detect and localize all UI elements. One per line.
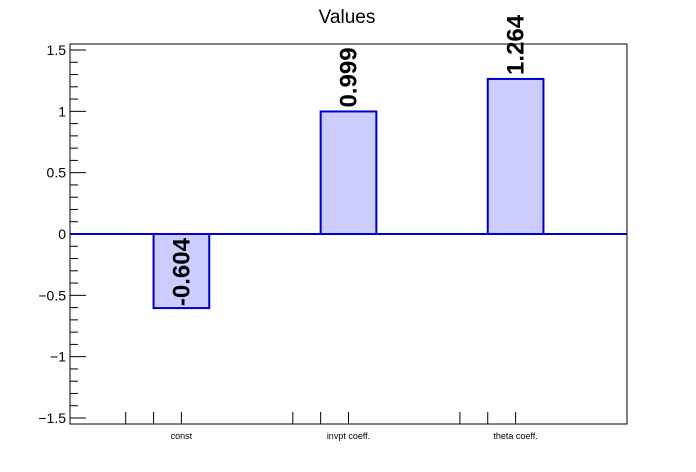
data-label: 0.999 bbox=[336, 47, 363, 107]
y-tick-label: −0.5 bbox=[38, 287, 66, 303]
chart-title: Values bbox=[319, 7, 376, 28]
x-axis: const invpt coeff. theta coeff. bbox=[125, 412, 538, 441]
x-category-label: theta coeff. bbox=[493, 431, 537, 441]
y-axis: −1.5 −1 −0.5 0 0.5 1 1.5 bbox=[38, 42, 86, 426]
data-label: -0.604 bbox=[168, 237, 195, 306]
data-label: 1.264 bbox=[503, 14, 530, 75]
y-tick-label: −1.5 bbox=[38, 410, 66, 426]
bar bbox=[152, 233, 211, 310]
x-category-label: const bbox=[171, 431, 193, 441]
bars bbox=[152, 77, 545, 310]
bar bbox=[486, 77, 545, 235]
x-category-label: invpt coeff. bbox=[327, 431, 370, 441]
y-tick-label: 0.5 bbox=[47, 165, 67, 181]
data-labels: -0.604 0.999 1.264 bbox=[168, 14, 529, 306]
y-tick-label: 0 bbox=[58, 226, 66, 242]
y-tick-label: 1 bbox=[58, 103, 66, 119]
y-tick-label: −1 bbox=[50, 349, 66, 365]
bar bbox=[319, 110, 378, 235]
y-tick-label: 1.5 bbox=[47, 42, 67, 58]
